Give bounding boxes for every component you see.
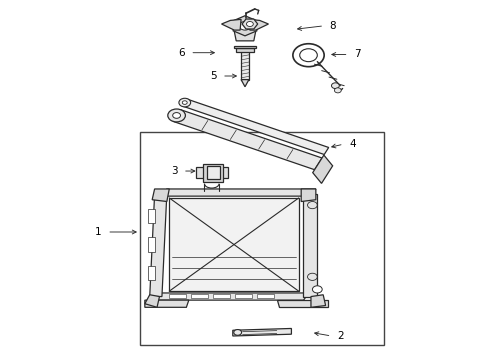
Polygon shape: [213, 294, 230, 298]
Polygon shape: [311, 295, 326, 307]
Polygon shape: [148, 266, 155, 280]
Polygon shape: [155, 293, 309, 300]
Polygon shape: [233, 328, 292, 336]
Circle shape: [179, 98, 191, 107]
Circle shape: [234, 329, 242, 335]
Polygon shape: [234, 45, 256, 48]
Circle shape: [334, 88, 341, 93]
Polygon shape: [203, 164, 223, 182]
Polygon shape: [277, 300, 328, 307]
Polygon shape: [249, 19, 269, 30]
Polygon shape: [148, 237, 155, 252]
Polygon shape: [257, 294, 274, 298]
Polygon shape: [303, 194, 318, 297]
Polygon shape: [221, 19, 241, 30]
Circle shape: [293, 44, 324, 67]
Polygon shape: [242, 19, 258, 29]
Polygon shape: [241, 49, 249, 80]
Polygon shape: [196, 167, 211, 178]
Polygon shape: [233, 16, 257, 36]
Text: 6: 6: [178, 48, 185, 58]
Polygon shape: [150, 194, 167, 297]
Circle shape: [300, 49, 318, 62]
Text: 2: 2: [337, 331, 343, 341]
Text: 1: 1: [95, 227, 102, 237]
Text: 8: 8: [330, 21, 336, 31]
Circle shape: [313, 286, 322, 293]
Circle shape: [331, 83, 339, 89]
Polygon shape: [213, 167, 228, 178]
Polygon shape: [145, 300, 189, 307]
Polygon shape: [183, 99, 329, 154]
Circle shape: [168, 109, 185, 122]
Text: 3: 3: [171, 166, 177, 176]
Polygon shape: [173, 109, 322, 170]
Polygon shape: [313, 155, 333, 183]
Polygon shape: [152, 189, 169, 202]
Polygon shape: [241, 80, 249, 87]
Polygon shape: [234, 31, 256, 41]
Text: 7: 7: [354, 49, 361, 59]
Circle shape: [246, 22, 253, 27]
Circle shape: [239, 22, 251, 30]
Text: 4: 4: [349, 139, 356, 149]
Polygon shape: [235, 294, 252, 298]
Circle shape: [182, 101, 187, 104]
Polygon shape: [169, 198, 299, 291]
Circle shape: [172, 113, 180, 118]
Polygon shape: [145, 295, 159, 307]
Polygon shape: [148, 209, 155, 223]
Polygon shape: [301, 189, 316, 202]
Polygon shape: [169, 294, 186, 298]
Text: 5: 5: [210, 71, 217, 81]
Polygon shape: [207, 166, 220, 179]
Polygon shape: [236, 48, 254, 51]
Polygon shape: [162, 189, 316, 196]
Bar: [140, 132, 384, 345]
Polygon shape: [191, 294, 208, 298]
